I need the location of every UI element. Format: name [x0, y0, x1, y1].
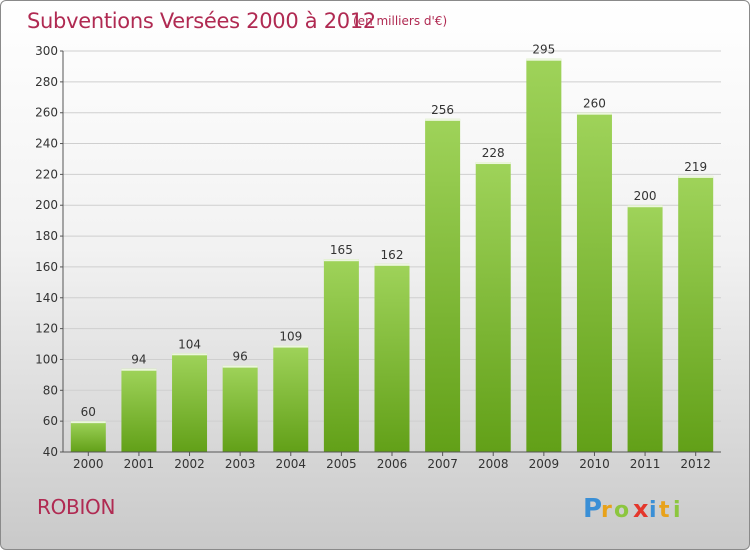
bar-highlight — [323, 259, 359, 262]
bar-2003 — [222, 365, 258, 452]
x-tick-label: 2007 — [427, 457, 458, 471]
y-tick-label: 180 — [35, 229, 58, 243]
bar-2007 — [425, 118, 461, 452]
x-tick-label: 2011 — [630, 457, 661, 471]
data-label: 256 — [431, 103, 454, 117]
svg-text:t: t — [659, 498, 670, 523]
proxiti-logo: P r o x i t i — [583, 494, 681, 524]
svg-text:i: i — [673, 498, 681, 523]
y-tick-label: 120 — [35, 322, 58, 336]
bar-2004 — [273, 345, 309, 452]
chart-unit-note: (en milliers d'€) — [353, 14, 448, 28]
bar-2011 — [627, 205, 663, 452]
x-tick-label: 2000 — [73, 457, 104, 471]
bar-2010 — [576, 112, 612, 452]
commune-name: ROBION — [37, 495, 116, 519]
y-tick-label: 300 — [35, 44, 58, 58]
chart-title: Subventions Versées 2000 à 2012 — [27, 9, 376, 33]
bar-highlight — [172, 353, 208, 356]
bar-highlight — [374, 263, 410, 266]
x-tick-label: 2008 — [478, 457, 509, 471]
x-tick-label: 2005 — [326, 457, 357, 471]
data-label: 162 — [381, 248, 404, 262]
svg-text:x: x — [633, 495, 649, 523]
data-label: 165 — [330, 243, 353, 257]
x-tick-label: 2004 — [275, 457, 306, 471]
bar-2009 — [526, 58, 562, 452]
bar-2002 — [172, 353, 208, 452]
data-label: 104 — [178, 337, 201, 351]
svg-text:i: i — [649, 498, 657, 523]
svg-text:o: o — [614, 498, 629, 523]
data-label: 295 — [532, 43, 555, 57]
y-tick-label: 160 — [35, 260, 58, 274]
bar-highlight — [576, 112, 612, 115]
bar-2005 — [323, 259, 359, 452]
x-tick-label: 2012 — [680, 457, 711, 471]
y-tick-label: 40 — [43, 445, 58, 459]
x-tick-label: 2009 — [529, 457, 560, 471]
y-tick-label: 220 — [35, 167, 58, 181]
y-tick-label: 140 — [35, 291, 58, 305]
y-tick-label: 260 — [35, 106, 58, 120]
x-tick-label: 2001 — [124, 457, 155, 471]
data-label: 109 — [279, 330, 302, 344]
bar-highlight — [121, 368, 157, 371]
x-tick-label: 2006 — [377, 457, 408, 471]
data-label: 260 — [583, 97, 606, 111]
bar-2008 — [475, 162, 511, 453]
bar-2001 — [121, 368, 157, 452]
data-label: 200 — [634, 189, 657, 203]
bar-highlight — [678, 175, 714, 178]
data-label: 60 — [81, 405, 96, 419]
bar-2000 — [70, 421, 106, 452]
y-tick-label: 60 — [43, 414, 58, 428]
x-tick-label: 2010 — [579, 457, 610, 471]
y-tick-label: 80 — [43, 383, 58, 397]
x-tick-label: 2002 — [174, 457, 205, 471]
x-tick-label: 2003 — [225, 457, 256, 471]
bar-highlight — [526, 58, 562, 61]
bar-highlight — [273, 345, 309, 348]
bar-highlight — [425, 118, 461, 121]
data-label: 219 — [684, 160, 707, 174]
y-tick-label: 100 — [35, 352, 58, 366]
svg-text:P: P — [583, 494, 602, 524]
bar-highlight — [70, 421, 106, 424]
y-tick-label: 240 — [35, 137, 58, 151]
bar-highlight — [627, 205, 663, 208]
data-label: 94 — [131, 353, 146, 367]
bar-2012 — [678, 175, 714, 452]
data-label: 228 — [482, 146, 505, 160]
svg-text:r: r — [601, 498, 612, 523]
bar-highlight — [475, 162, 511, 165]
y-tick-label: 280 — [35, 75, 58, 89]
bar-highlight — [222, 365, 258, 368]
y-tick-label: 200 — [35, 198, 58, 212]
bar-2006 — [374, 263, 410, 452]
data-label: 96 — [233, 350, 248, 364]
